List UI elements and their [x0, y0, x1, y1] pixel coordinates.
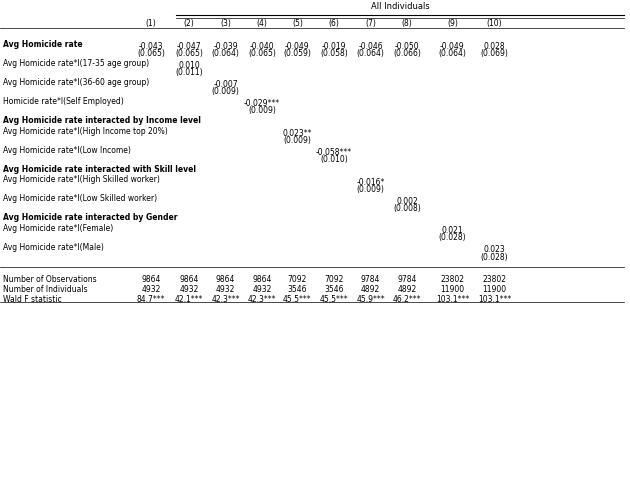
Text: 3546: 3546	[324, 285, 343, 294]
Text: 3546: 3546	[288, 285, 307, 294]
Text: -0.040: -0.040	[249, 42, 275, 51]
Text: (5): (5)	[292, 19, 303, 28]
Text: 45.5***: 45.5***	[319, 295, 348, 304]
Text: (0.065): (0.065)	[137, 49, 165, 58]
Text: (0.009): (0.009)	[212, 87, 239, 96]
Text: Avg Homicide rate*I(36-60 age group): Avg Homicide rate*I(36-60 age group)	[3, 78, 149, 87]
Text: (0.009): (0.009)	[284, 136, 311, 145]
Text: Avg Homicide rate*I(17-35 age group): Avg Homicide rate*I(17-35 age group)	[3, 59, 149, 68]
Text: Avg Homicide rate interacted by Gender: Avg Homicide rate interacted by Gender	[3, 213, 178, 222]
Text: -0.043: -0.043	[139, 42, 164, 51]
Text: -0.047: -0.047	[176, 42, 202, 51]
Text: Avg Homicide rate*I(Female): Avg Homicide rate*I(Female)	[3, 224, 113, 233]
Text: (8): (8)	[401, 19, 413, 28]
Text: 42.3***: 42.3***	[211, 295, 240, 304]
Text: (0.009): (0.009)	[357, 185, 384, 194]
Text: (0.065): (0.065)	[248, 49, 276, 58]
Text: 9784: 9784	[361, 275, 380, 284]
Text: 9864: 9864	[253, 275, 272, 284]
Text: (0.066): (0.066)	[393, 49, 421, 58]
Text: Homicide rate*I(Self Employed): Homicide rate*I(Self Employed)	[3, 97, 124, 106]
Text: 9864: 9864	[142, 275, 161, 284]
Text: 45.9***: 45.9***	[356, 295, 385, 304]
Text: 103.1***: 103.1***	[478, 295, 511, 304]
Text: -0.049: -0.049	[440, 42, 465, 51]
Text: 11900: 11900	[440, 285, 464, 294]
Text: (0.011): (0.011)	[175, 68, 203, 77]
Text: 4932: 4932	[216, 285, 235, 294]
Text: 9864: 9864	[216, 275, 235, 284]
Text: (0.059): (0.059)	[284, 49, 311, 58]
Text: (0.064): (0.064)	[438, 49, 466, 58]
Text: (0.069): (0.069)	[481, 49, 508, 58]
Text: (2): (2)	[183, 19, 195, 28]
Text: (9): (9)	[447, 19, 458, 28]
Text: All Individuals: All Individuals	[370, 2, 430, 11]
Text: (0.058): (0.058)	[320, 49, 348, 58]
Text: (0.010): (0.010)	[320, 155, 348, 164]
Text: -0.019: -0.019	[322, 42, 346, 51]
Text: 0.023**: 0.023**	[283, 129, 312, 138]
Text: Number of Individuals: Number of Individuals	[3, 285, 88, 294]
Text: Avg Homicide rate*I(Male): Avg Homicide rate*I(Male)	[3, 243, 104, 252]
Text: (0.009): (0.009)	[248, 106, 276, 115]
Text: 23802: 23802	[483, 275, 507, 284]
Text: 0.021: 0.021	[442, 226, 463, 235]
Text: (6): (6)	[328, 19, 340, 28]
Text: -0.046: -0.046	[358, 42, 383, 51]
Text: Number of Observations: Number of Observations	[3, 275, 97, 284]
Text: (0.064): (0.064)	[212, 49, 239, 58]
Text: 4892: 4892	[398, 285, 416, 294]
Text: 4932: 4932	[142, 285, 161, 294]
Text: Avg Homicide rate*I(High Income top 20%): Avg Homicide rate*I(High Income top 20%)	[3, 127, 168, 136]
Text: Avg Homicide rate interacted with Skill level: Avg Homicide rate interacted with Skill …	[3, 165, 196, 174]
Text: (10): (10)	[487, 19, 502, 28]
Text: (0.028): (0.028)	[481, 253, 508, 262]
Text: -0.039: -0.039	[213, 42, 238, 51]
Text: (0.028): (0.028)	[438, 233, 466, 242]
Text: (3): (3)	[220, 19, 231, 28]
Text: 11900: 11900	[483, 285, 507, 294]
Text: 103.1***: 103.1***	[436, 295, 469, 304]
Text: (0.064): (0.064)	[357, 49, 384, 58]
Text: -0.049: -0.049	[285, 42, 310, 51]
Text: (4): (4)	[256, 19, 268, 28]
Text: -0.016*: -0.016*	[356, 178, 385, 186]
Text: (0.065): (0.065)	[175, 49, 203, 58]
Text: Wald F statistic: Wald F statistic	[3, 295, 62, 304]
Text: (0.008): (0.008)	[393, 204, 421, 213]
Text: Avg Homicide rate: Avg Homicide rate	[3, 40, 83, 49]
Text: 0.002: 0.002	[396, 197, 418, 206]
Text: (7): (7)	[365, 19, 376, 28]
Text: 0.028: 0.028	[484, 42, 505, 51]
Text: Avg Homicide rate*I(Low Skilled worker): Avg Homicide rate*I(Low Skilled worker)	[3, 194, 158, 203]
Text: Avg Homicide rate*I(High Skilled worker): Avg Homicide rate*I(High Skilled worker)	[3, 175, 160, 184]
Text: 46.2***: 46.2***	[392, 295, 421, 304]
Text: 7092: 7092	[288, 275, 307, 284]
Text: -0.029***: -0.029***	[244, 99, 280, 108]
Text: 4932: 4932	[253, 285, 272, 294]
Text: 0.023: 0.023	[484, 245, 505, 255]
Text: -0.007: -0.007	[213, 80, 238, 89]
Text: 9864: 9864	[180, 275, 198, 284]
Text: Avg Homicide rate interacted by Income level: Avg Homicide rate interacted by Income l…	[3, 116, 201, 125]
Text: 23802: 23802	[440, 275, 464, 284]
Text: 4892: 4892	[361, 285, 380, 294]
Text: (1): (1)	[146, 19, 157, 28]
Text: 9784: 9784	[398, 275, 416, 284]
Text: 42.1***: 42.1***	[175, 295, 203, 304]
Text: 42.3***: 42.3***	[248, 295, 277, 304]
Text: Avg Homicide rate*I(Low Income): Avg Homicide rate*I(Low Income)	[3, 146, 131, 155]
Text: -0.058***: -0.058***	[316, 148, 352, 157]
Text: 7092: 7092	[324, 275, 343, 284]
Text: 0.010: 0.010	[178, 61, 200, 70]
Text: 84.7***: 84.7***	[137, 295, 166, 304]
Text: 45.5***: 45.5***	[283, 295, 312, 304]
Text: 4932: 4932	[180, 285, 198, 294]
Text: -0.050: -0.050	[394, 42, 420, 51]
